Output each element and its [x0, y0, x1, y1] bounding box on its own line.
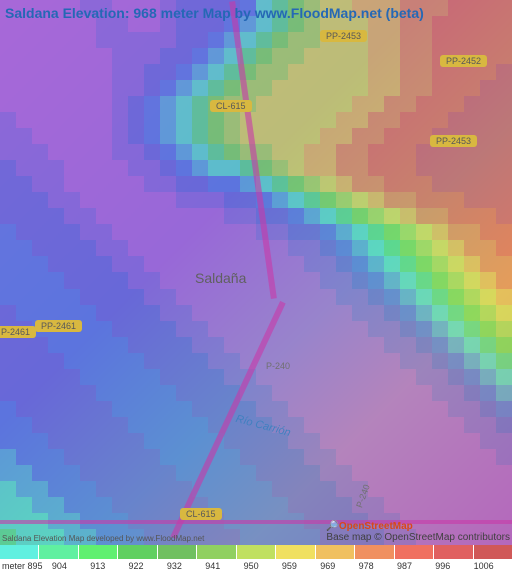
elevation-grid — [0, 0, 512, 545]
town-label: Saldaña — [195, 270, 246, 286]
floodmap-credit: Saldana Elevation Map developed by www.F… — [2, 534, 204, 543]
road-label-pp2453: PP-2453 — [320, 30, 367, 42]
elevation-map: Saldana Elevation: 968 meter Map by www.… — [0, 0, 512, 545]
legend-labels: meter 8959049139229329419509599699789879… — [0, 559, 512, 571]
road-label-p2461: P-2461 — [0, 326, 36, 338]
road-label-pp2461: PP-2461 — [35, 320, 82, 332]
road-label-p240: P-240 — [260, 360, 296, 372]
legend-colorbar — [0, 545, 512, 559]
osm-logo-text: 🔎 — [326, 521, 338, 532]
base-map-credit: Base map © OpenStreetMap contributors — [326, 532, 510, 543]
map-title: Saldana Elevation: 968 meter Map by www.… — [5, 5, 424, 21]
attribution-block: 🔎OpenStreetMap Base map © OpenStreetMap … — [326, 521, 510, 543]
road-label-cl615: CL-615 — [210, 100, 252, 112]
road-label-cl615-b: CL-615 — [180, 508, 222, 520]
road-label-pp2453r: PP-2453 — [430, 135, 477, 147]
elevation-legend: meter 8959049139229329419509599699789879… — [0, 545, 512, 582]
road-label-pp2452: PP-2452 — [440, 55, 487, 67]
